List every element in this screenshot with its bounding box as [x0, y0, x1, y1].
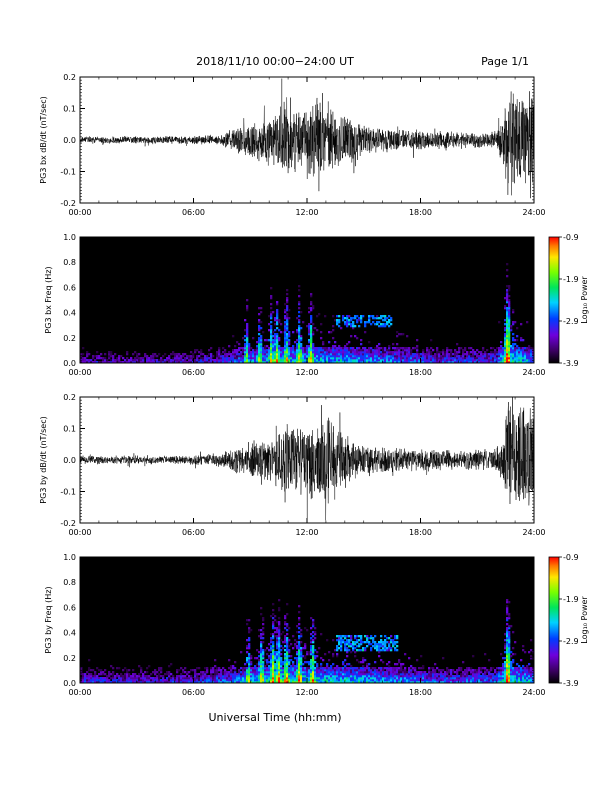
plot-title: 2018/11/10 00:00−24:00 UT — [196, 55, 354, 68]
y-tick-label: 0.6 — [63, 603, 76, 612]
colorbar-tick-label: -0.9 — [563, 233, 579, 242]
x-tick-label: 06:00 — [182, 208, 205, 217]
spectrogram-background — [80, 557, 534, 683]
x-tick-label: 06:00 — [182, 688, 205, 697]
colorbar-tick-label: -2.9 — [563, 317, 579, 326]
y-tick-label: 0.0 — [63, 359, 76, 368]
by-dbdt-panel: 0.2 0.1 0.0 -0.1 -0.200:00 06:00 12:00 18:00 24:… — [39, 393, 546, 537]
bx-dbdt-panel: 0.2 0.1 0.0 -0.1 -0.200:00 06:00 12:00 18:00 24:… — [39, 73, 546, 217]
spectrogram-cells — [80, 263, 535, 364]
panel-frame — [79, 76, 535, 204]
panel-frame — [79, 236, 535, 364]
waveform-series — [80, 397, 534, 521]
y-tick-label: 1.0 — [63, 553, 76, 562]
colorbar-tick-label: -1.9 — [563, 595, 579, 604]
colorbar-label: Log₁₀ Power — [580, 276, 589, 324]
x-tick-label: 18:00 — [409, 208, 432, 217]
y-tick-label: 0.8 — [63, 258, 76, 267]
panel-frame — [79, 556, 535, 684]
spectrogram-cells — [80, 599, 535, 684]
x-tick-label: 00:00 — [68, 208, 91, 217]
x-tick-label: 18:00 — [409, 528, 432, 537]
y-tick-label: 0.4 — [63, 629, 76, 638]
colorbar-gradient — [548, 556, 560, 684]
spectrogram-background — [80, 237, 534, 363]
y-tick-label: 0.1 — [63, 105, 76, 114]
colorbar-tick-label: -0.9 — [563, 553, 579, 562]
waveform-series — [80, 78, 534, 199]
x-axis-label: Universal Time (hh:mm) — [209, 711, 342, 724]
colorbar-gradient — [548, 236, 560, 364]
x-tick-label: 06:00 — [182, 368, 205, 377]
x-tick-label: 00:00 — [68, 368, 91, 377]
x-tick-label: 24:00 — [522, 208, 545, 217]
y-tick-label: -0.1 — [60, 168, 76, 177]
x-tick-label: 24:00 — [522, 528, 545, 537]
colorbar-tick-label: -1.9 — [563, 275, 579, 284]
colorbar-tick-label: -3.9 — [563, 679, 579, 688]
y-tick-label: 0.2 — [63, 393, 76, 402]
y-tick-label: 1.0 — [63, 233, 76, 242]
y-tick-label: 0.0 — [63, 456, 76, 465]
x-tick-label: 06:00 — [182, 528, 205, 537]
by-spectrogram-panel: 1.0 0.8 0.6 0.4 0.2 0.000:00 06:00 12:00 18:00 24… — [44, 553, 546, 697]
colorbar-label: Log₁₀ Power — [580, 596, 589, 644]
colorbar-by: -0.9 -1.9 -2.9 -3.9 Log₁₀ Power — [548, 553, 589, 688]
y-tick-label: 0.6 — [63, 283, 76, 292]
y-tick-label: -0.2 — [60, 519, 76, 528]
x-tick-label: 00:00 — [68, 688, 91, 697]
panel-frame — [79, 396, 535, 524]
x-tick-label: 24:00 — [522, 368, 545, 377]
y-axis-label: PG3 bx dB/dt (nT/sec) — [39, 96, 48, 183]
bx-spectrogram-panel: 1.0 0.8 0.6 0.4 0.2 0.000:00 06:00 12:00 18:00 24… — [44, 233, 546, 377]
x-tick-label: 12:00 — [295, 528, 318, 537]
x-tick-label: 12:00 — [295, 688, 318, 697]
y-axis-label: PG3 by Freq (Hz) — [44, 586, 53, 653]
page-indicator: Page 1/1 — [481, 55, 529, 68]
y-tick-label: 0.8 — [63, 578, 76, 587]
colorbar-tick-label: -2.9 — [563, 637, 579, 646]
y-tick-label: 0.2 — [63, 73, 76, 82]
colorbar-bx: -0.9 -1.9 -2.9 -3.9 Log₁₀ Power — [548, 233, 589, 368]
y-tick-label: -0.1 — [60, 488, 76, 497]
y-axis-label: PG3 bx Freq (Hz) — [44, 266, 53, 333]
x-tick-label: 12:00 — [295, 208, 318, 217]
y-axis-label: PG3 by dB/dt (nT/sec) — [39, 416, 48, 503]
y-tick-label: 0.0 — [63, 679, 76, 688]
y-tick-label: 0.4 — [63, 309, 76, 318]
x-tick-label: 00:00 — [68, 528, 91, 537]
y-tick-label: 0.0 — [63, 136, 76, 145]
colorbar-tick-label: -3.9 — [563, 359, 579, 368]
y-tick-label: 0.1 — [63, 425, 76, 434]
x-tick-label: 12:00 — [295, 368, 318, 377]
y-tick-label: 0.2 — [63, 334, 76, 343]
y-tick-label: -0.2 — [60, 199, 76, 208]
y-tick-label: 0.2 — [63, 654, 76, 663]
x-tick-label: 24:00 — [522, 688, 545, 697]
x-tick-label: 18:00 — [409, 368, 432, 377]
x-tick-label: 18:00 — [409, 688, 432, 697]
